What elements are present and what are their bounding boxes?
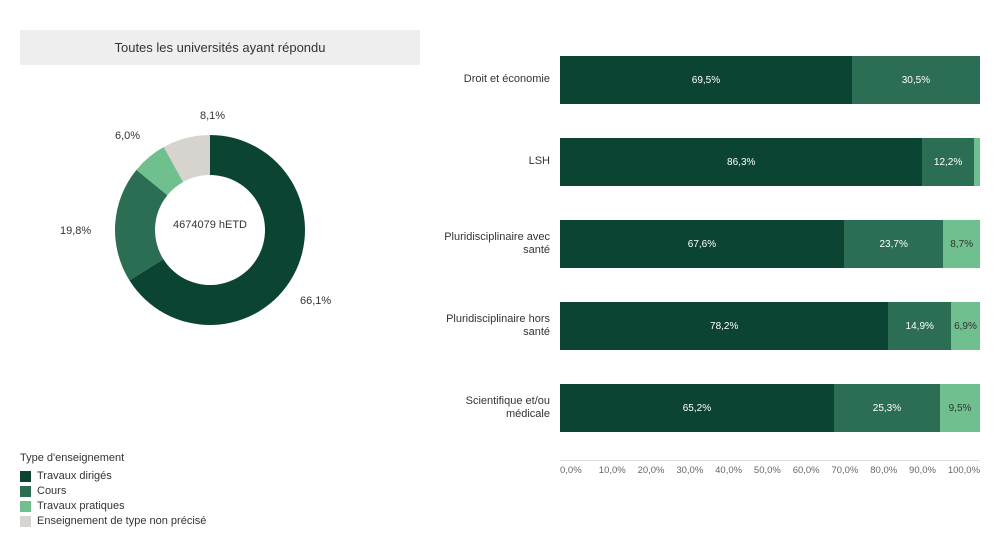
left-panel: Toutes les universités ayant répondu 467… (20, 30, 420, 530)
bar-segment: 23,7% (844, 220, 944, 268)
right-panel: Droit et économie69,5%30,5% LSH86,3%12,2%… (420, 30, 980, 530)
bar-category-label: Droit et économie (440, 73, 560, 86)
bar-segment: 67,6% (560, 220, 844, 268)
x-tick: 10,0% (599, 465, 638, 476)
legend-label: Travaux pratiques (37, 500, 125, 512)
legend-item: Enseignement de type non précisé (20, 515, 420, 527)
legend: Type d'enseignement Travaux dirigés Cours… (20, 452, 420, 530)
legend-swatch (20, 471, 31, 482)
bar-segment: 25,3% (834, 384, 940, 432)
donut-center-label: 4674079 hETD (173, 219, 247, 231)
bar-track: 69,5%30,5% (560, 56, 980, 104)
x-tick: 20,0% (638, 465, 677, 476)
bar-row: Pluridisciplinaire avec santé67,6%23,7%8… (440, 214, 980, 274)
legend-swatch (20, 501, 31, 512)
bar-category-label: Pluridisciplinaire avec santé (440, 231, 560, 257)
bar-row: Pluridisciplinaire hors santé78,2%14,9%6… (440, 296, 980, 356)
bar-segment (974, 138, 980, 186)
bar-category-label: Scientifique et/ou médicale (440, 395, 560, 421)
legend-title: Type d'enseignement (20, 452, 420, 464)
donut-slice-label: 6,0% (115, 130, 140, 142)
bar-category-label: Pluridisciplinaire hors santé (440, 313, 560, 339)
dashboard: Toutes les universités ayant répondu 467… (0, 0, 1000, 550)
x-tick: 40,0% (715, 465, 754, 476)
panel-title: Toutes les universités ayant répondu (20, 30, 420, 65)
donut-slice-label: 19,8% (60, 225, 91, 237)
legend-item: Cours (20, 485, 420, 497)
bar-segment: 86,3% (560, 138, 922, 186)
bar-segment: 14,9% (888, 302, 951, 350)
x-tick: 70,0% (831, 465, 870, 476)
x-tick: 90,0% (909, 465, 948, 476)
x-tick: 0,0% (560, 465, 599, 476)
legend-item: Travaux dirigés (20, 470, 420, 482)
legend-swatch (20, 486, 31, 497)
bar-segment: 78,2% (560, 302, 888, 350)
bar-track: 67,6%23,7%8,7% (560, 220, 980, 268)
bar-segment: 30,5% (852, 56, 980, 104)
x-tick: 50,0% (754, 465, 793, 476)
x-tick: 60,0% (793, 465, 832, 476)
donut-slice-label: 8,1% (200, 110, 225, 122)
x-tick: 100,0% (948, 465, 980, 476)
bar-segment: 6,9% (951, 302, 980, 350)
legend-label: Travaux dirigés (37, 470, 112, 482)
donut-chart: 4674079 hETD 66,1% 19,8% 6,0% 8,1% (20, 85, 400, 365)
bar-track: 86,3%12,2% (560, 138, 980, 186)
bar-track: 65,2%25,3%9,5% (560, 384, 980, 432)
bar-segment: 8,7% (943, 220, 980, 268)
x-axis: 0,0%10,0%20,0%30,0%40,0%50,0%60,0%70,0%8… (560, 460, 980, 476)
donut-slice-label: 66,1% (300, 295, 331, 307)
bar-row: LSH86,3%12,2% (440, 132, 980, 192)
bar-row: Droit et économie69,5%30,5% (440, 50, 980, 110)
x-tick: 30,0% (676, 465, 715, 476)
stacked-bar-chart: Droit et économie69,5%30,5% LSH86,3%12,2%… (440, 50, 980, 480)
bar-track: 78,2%14,9%6,9% (560, 302, 980, 350)
bar-segment: 12,2% (922, 138, 973, 186)
legend-item: Travaux pratiques (20, 500, 420, 512)
bar-segment: 9,5% (940, 384, 980, 432)
bar-row: Scientifique et/ou médicale65,2%25,3%9,5… (440, 378, 980, 438)
bar-segment: 69,5% (560, 56, 852, 104)
bar-segment: 65,2% (560, 384, 834, 432)
x-tick: 80,0% (870, 465, 909, 476)
legend-swatch (20, 516, 31, 527)
bar-category-label: LSH (440, 155, 560, 168)
legend-label: Enseignement de type non précisé (37, 515, 206, 527)
legend-label: Cours (37, 485, 66, 497)
